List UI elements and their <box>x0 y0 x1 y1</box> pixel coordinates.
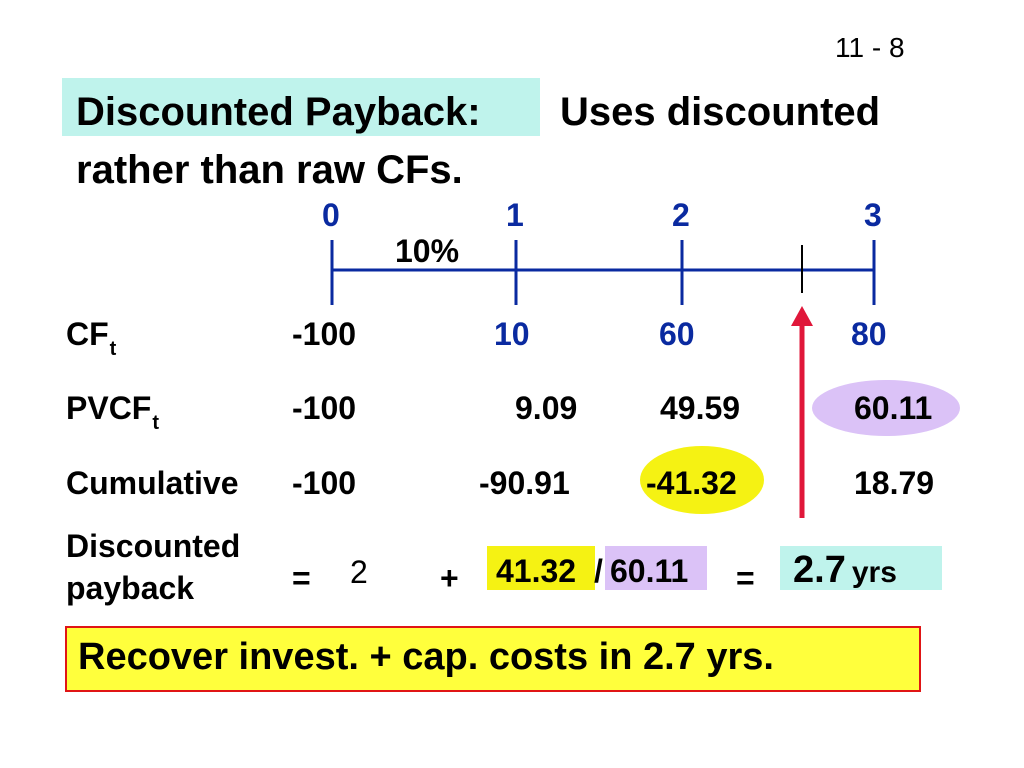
payback-label-line1: Discounted <box>66 528 241 564</box>
pvcf-value-3: 60.11 <box>854 390 933 426</box>
pvcf-highlight-oval <box>812 380 960 436</box>
pvcf-value-1: 9.09 <box>515 390 578 426</box>
payback-result-value: 2.7 <box>793 549 846 591</box>
payback-result: 2.7 yrs <box>793 549 897 592</box>
conclusion-text: Recover invest. + cap. costs in 2.7 yrs. <box>78 636 774 678</box>
pvcf-value-2: 49.59 <box>660 390 741 426</box>
cumulative-value-0: -100 <box>292 465 357 501</box>
row-label-pvcf: PVCFt <box>66 390 160 434</box>
period-label-0: 0 <box>322 197 340 233</box>
cf-value-3: 80 <box>851 316 887 352</box>
title-highlight <box>62 78 540 136</box>
payback-years: 2 <box>350 554 368 590</box>
cf-value-0: -100 <box>292 316 357 352</box>
cumulative-value-3: 18.79 <box>854 465 935 501</box>
cf-value-2: 60 <box>659 316 695 352</box>
payback-arrow-head <box>791 306 813 326</box>
row-label-cumulative: Cumulative <box>66 465 239 501</box>
payback-slash: / <box>594 553 603 589</box>
numerator-highlight <box>487 546 595 590</box>
cumulative-value-2: -41.32 <box>646 465 737 501</box>
title-highlight-text: Discounted Payback: <box>76 90 481 134</box>
period-label-3: 3 <box>864 197 882 233</box>
title-rest-text: Uses discounted <box>560 90 881 134</box>
payback-label-line2: payback <box>66 570 195 606</box>
period-label-2: 2 <box>672 197 690 233</box>
payback-numerator: 41.32 <box>496 553 577 589</box>
discount-rate-label: 10% <box>395 233 460 269</box>
result-highlight <box>780 546 942 590</box>
payback-denominator: 60.11 <box>610 553 689 589</box>
row-label-cf: CFt <box>66 316 117 360</box>
payback-equals-2: = <box>736 560 755 596</box>
payback-equals-1: = <box>292 560 311 596</box>
cf-value-1: 10 <box>494 316 530 352</box>
payback-result-unit: yrs <box>851 556 897 589</box>
denominator-highlight <box>605 546 707 590</box>
slide-number: 11 - 8 <box>835 32 905 63</box>
cumulative-value-1: -90.91 <box>479 465 570 501</box>
pvcf-value-0: -100 <box>292 390 357 426</box>
title-line2: rather than raw CFs. <box>76 148 463 192</box>
conclusion-box <box>65 626 921 692</box>
payback-plus: + <box>440 560 459 596</box>
cumulative-highlight-oval <box>640 446 764 514</box>
period-label-1: 1 <box>506 197 524 233</box>
